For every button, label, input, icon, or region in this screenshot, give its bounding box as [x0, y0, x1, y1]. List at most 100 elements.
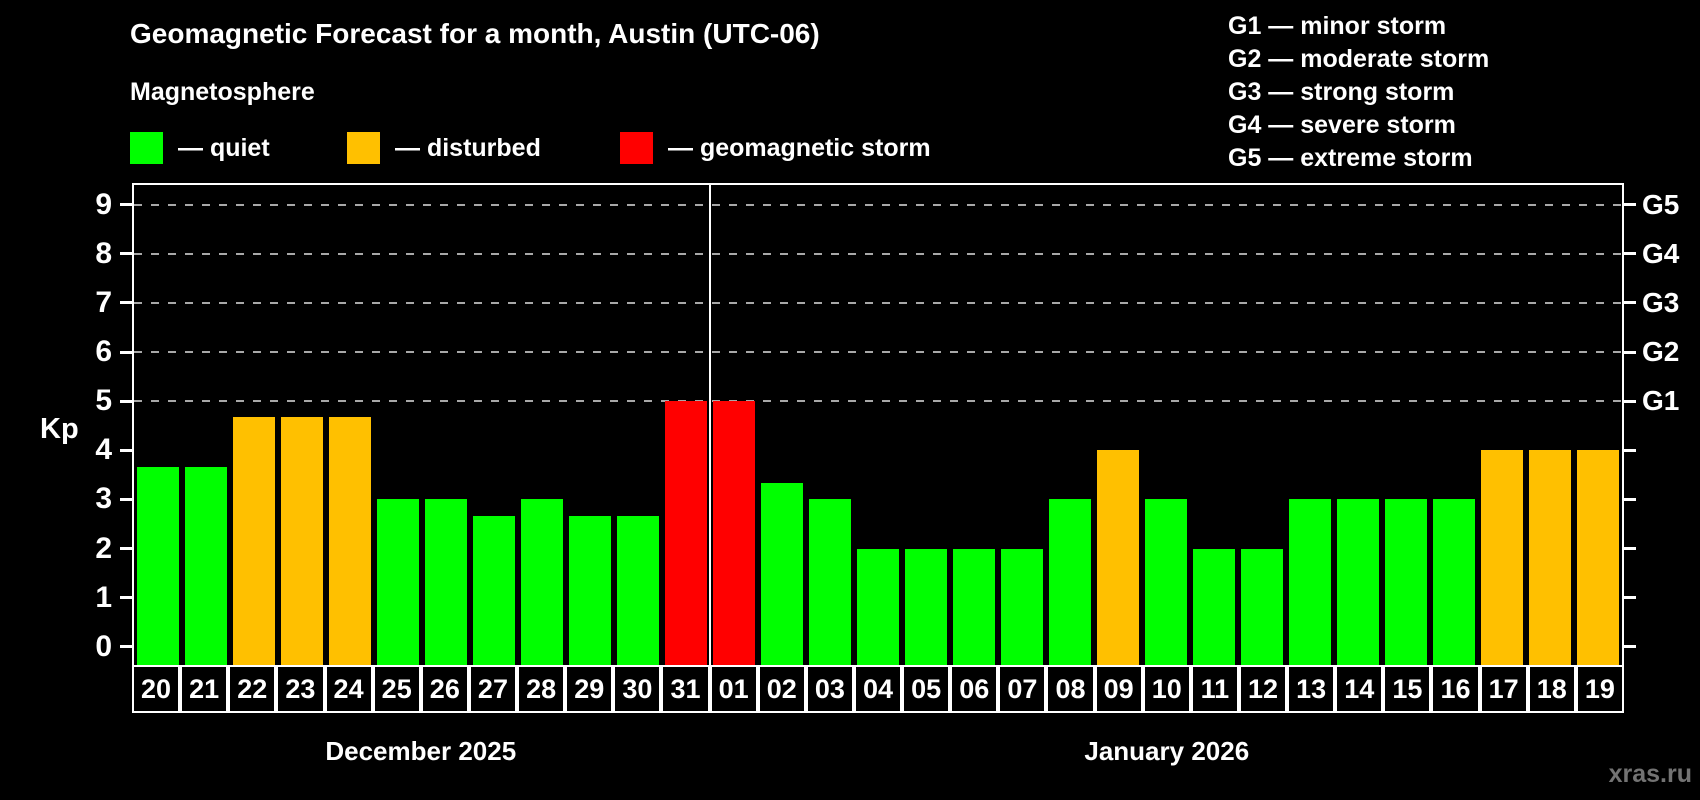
kp-bar-day-13 [1289, 499, 1331, 665]
day-label-05: 05 [902, 665, 951, 713]
y-axis-tick-right-2 [1624, 547, 1636, 551]
bar-slot-22 [230, 185, 278, 665]
kp-bar-day-24 [329, 417, 371, 665]
g-scale-label-g3: G3 [1642, 286, 1680, 318]
legend-swatch-disturbed-icon [347, 132, 380, 164]
kp-bar-day-14 [1337, 499, 1379, 665]
y-axis-tick-right-9 [1624, 203, 1636, 207]
kp-bar-day-19 [1577, 450, 1619, 665]
bar-slot-27 [470, 185, 518, 665]
kp-bar-day-10 [1145, 499, 1187, 665]
day-label-25: 25 [372, 665, 421, 713]
bar-slot-13 [1286, 185, 1334, 665]
y-tick-label-1: 1 [95, 580, 112, 614]
day-label-03: 03 [805, 665, 854, 713]
bar-slot-10 [1142, 185, 1190, 665]
kp-bar-day-09 [1097, 450, 1139, 665]
month-separator-line [709, 185, 711, 665]
kp-bar-day-04 [857, 548, 899, 665]
kp-bar-day-25 [377, 499, 419, 665]
y-axis-tick-right-5 [1624, 399, 1636, 403]
kp-bar-day-07 [1001, 548, 1043, 665]
kp-bar-day-15 [1384, 499, 1427, 665]
bar-slot-31 [662, 185, 710, 665]
day-label-20: 20 [132, 665, 181, 713]
bar-slot-05 [902, 185, 950, 665]
y-tick-label-4: 4 [95, 433, 112, 467]
y-axis-tick-right-8 [1624, 252, 1636, 256]
bar-slot-12 [1238, 185, 1286, 665]
bar-slot-28 [518, 185, 566, 665]
g-legend-line-3: G3 — strong storm [1228, 78, 1455, 106]
y-axis-title: Kp [40, 413, 79, 445]
kp-bar-day-16 [1432, 499, 1475, 665]
y-axis-tick-left-8 [120, 252, 132, 256]
day-label-11: 11 [1190, 665, 1239, 713]
g-scale-label-g1: G1 [1642, 385, 1680, 417]
kp-bar-day-08 [1049, 499, 1091, 665]
bar-slot-18 [1526, 185, 1574, 665]
bar-slot-11 [1190, 185, 1238, 665]
day-label-30: 30 [613, 665, 662, 713]
bar-slot-06 [950, 185, 998, 665]
kp-bar-day-20 [137, 466, 179, 665]
bar-slot-14 [1334, 185, 1382, 665]
month-label-december: December 2025 [325, 736, 517, 766]
bar-slot-01 [710, 185, 758, 665]
kp-bar-day-23 [281, 417, 323, 665]
day-label-01: 01 [709, 665, 758, 713]
y-tick-label-3: 3 [95, 482, 112, 516]
kp-bar-day-11 [1193, 548, 1235, 665]
y-axis-tick-left-5 [120, 399, 132, 403]
kp-bar-day-21 [185, 466, 227, 665]
y-axis-tick-left-6 [120, 350, 132, 354]
g-legend-line-2: G2 — moderate storm [1228, 45, 1490, 73]
kp-bar-day-22 [233, 417, 275, 665]
day-label-07: 07 [998, 665, 1047, 713]
day-label-12: 12 [1238, 665, 1288, 713]
y-axis-tick-left-3 [120, 497, 132, 501]
y-tick-label-5: 5 [95, 384, 112, 418]
bar-slot-07 [998, 185, 1046, 665]
bar-slot-26 [422, 185, 470, 665]
day-label-21: 21 [180, 665, 229, 713]
bar-slot-02 [758, 185, 806, 665]
kp-bar-day-05 [905, 548, 947, 665]
kp-bar-day-27 [473, 515, 515, 665]
y-axis-tick-right-4 [1624, 448, 1636, 452]
day-label-28: 28 [517, 665, 566, 713]
kp-bar-day-30 [617, 515, 659, 665]
y-axis-tick-left-9 [120, 203, 132, 207]
day-label-08: 08 [1046, 665, 1095, 713]
day-label-18: 18 [1527, 665, 1576, 713]
day-label-14: 14 [1335, 665, 1384, 713]
gridline-kp-7 [134, 301, 1622, 304]
legend-item-quiet: — quiet [130, 132, 270, 164]
bar-slot-17 [1478, 185, 1526, 665]
kp-bar-day-03 [809, 499, 851, 665]
bar-slot-20 [134, 185, 182, 665]
day-label-10: 10 [1142, 665, 1191, 713]
kp-bar-day-02 [760, 483, 803, 665]
day-label-19: 19 [1575, 665, 1624, 713]
bar-slot-30 [614, 185, 662, 665]
bar-slot-08 [1046, 185, 1094, 665]
y-tick-label-7: 7 [95, 285, 112, 319]
y-axis-tick-left-1 [120, 596, 132, 600]
kp-bar-day-01 [713, 401, 755, 665]
kp-bar-day-12 [1241, 548, 1283, 665]
g-scale-legend: G1 — minor storm G2 — moderate storm G3 — … [1228, 10, 1489, 175]
bar-slot-19 [1574, 185, 1622, 665]
bar-slot-04 [854, 185, 902, 665]
y-axis-tick-left-7 [120, 301, 132, 305]
y-axis-tick-left-0 [120, 645, 132, 649]
y-axis-tick-right-3 [1624, 497, 1636, 501]
month-label-january: January 2026 [1084, 736, 1250, 766]
kp-bar-day-17 [1481, 450, 1523, 665]
kp-bar-day-18 [1529, 450, 1571, 665]
y-tick-label-0: 0 [95, 629, 112, 663]
bar-slot-03 [806, 185, 854, 665]
gridline-kp-9 [134, 203, 1622, 206]
day-label-09: 09 [1094, 665, 1143, 713]
day-label-02: 02 [757, 665, 806, 713]
